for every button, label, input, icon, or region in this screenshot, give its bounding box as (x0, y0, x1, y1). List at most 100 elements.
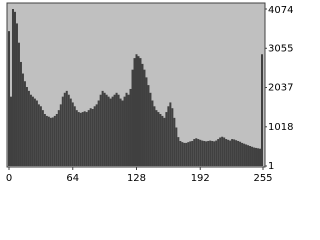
bar (71, 102, 74, 166)
bar (11, 9, 14, 166)
bar (19, 61, 22, 167)
bar (261, 54, 264, 167)
x-tick-label: 128 (127, 173, 146, 184)
bar (21, 73, 24, 166)
bar (41, 110, 44, 166)
bar (91, 108, 94, 166)
bar (93, 106, 96, 166)
bar (195, 138, 198, 166)
bar (135, 54, 138, 167)
bar (217, 139, 220, 166)
bar (249, 145, 252, 166)
bar (177, 137, 180, 166)
bar (35, 100, 38, 166)
bar (259, 148, 262, 166)
bar (77, 112, 80, 166)
bar (25, 87, 28, 166)
bar (37, 104, 40, 166)
bar (215, 140, 218, 166)
bar (8, 31, 10, 167)
bar (227, 139, 230, 166)
bar (69, 98, 72, 166)
bar (9, 96, 12, 166)
y-tick-label: 3055 (268, 43, 293, 54)
bar (73, 106, 76, 166)
bar (49, 117, 52, 166)
bar (101, 90, 104, 166)
bar (15, 23, 18, 167)
y-tick-label: 4074 (268, 5, 293, 16)
bar (147, 85, 150, 166)
bar (95, 104, 98, 166)
bar (23, 81, 26, 166)
y-tick-label: 2037 (268, 83, 293, 94)
bar (111, 96, 114, 166)
bar (247, 145, 250, 166)
bar (191, 140, 194, 166)
bar (145, 77, 148, 166)
bar (225, 139, 228, 166)
bar (213, 141, 216, 166)
bar (87, 110, 90, 166)
bar (89, 108, 92, 166)
bar (67, 94, 70, 166)
bar (253, 147, 256, 166)
bar (79, 112, 82, 166)
bar (185, 142, 188, 166)
bar (107, 96, 110, 166)
bar (121, 100, 124, 166)
bar (33, 98, 36, 166)
bar (169, 102, 172, 166)
bar (155, 110, 158, 166)
y-tick-label: 1018 (268, 122, 293, 133)
bar (137, 56, 140, 166)
bar (243, 143, 246, 166)
bar (201, 140, 204, 166)
bar (131, 69, 134, 166)
bar (17, 42, 20, 166)
bar (173, 117, 176, 166)
bar (165, 112, 168, 166)
bar (157, 112, 160, 166)
bar (105, 94, 108, 166)
bar (229, 140, 232, 166)
bar (39, 106, 42, 166)
bar (45, 115, 48, 166)
bar (57, 110, 60, 166)
bar (83, 111, 86, 166)
x-tick-label: 192 (191, 173, 210, 184)
bar (113, 94, 116, 166)
bar (65, 90, 68, 166)
bar (203, 140, 206, 166)
bar (163, 117, 166, 166)
bar (221, 136, 224, 166)
bar (209, 140, 212, 166)
bar (55, 114, 58, 166)
bar (13, 11, 16, 166)
bar (197, 139, 200, 166)
bar (255, 147, 258, 166)
bar (223, 137, 226, 166)
bar (47, 116, 50, 166)
bar (257, 148, 260, 166)
bar (179, 140, 182, 166)
bar (143, 69, 146, 166)
bar (119, 98, 122, 166)
bar (125, 92, 128, 166)
bar (241, 142, 244, 166)
bar (151, 100, 154, 166)
bar (237, 140, 240, 166)
bar (141, 63, 144, 166)
x-tick-label: 0 (6, 173, 12, 184)
bar (231, 139, 234, 166)
bar (139, 58, 142, 166)
bar (103, 92, 106, 166)
bar (187, 142, 190, 166)
bar (97, 100, 100, 166)
bar (251, 146, 254, 166)
bar (239, 141, 242, 166)
bar (161, 115, 164, 166)
bar (117, 94, 120, 166)
bar (29, 94, 32, 166)
bar (233, 139, 236, 166)
